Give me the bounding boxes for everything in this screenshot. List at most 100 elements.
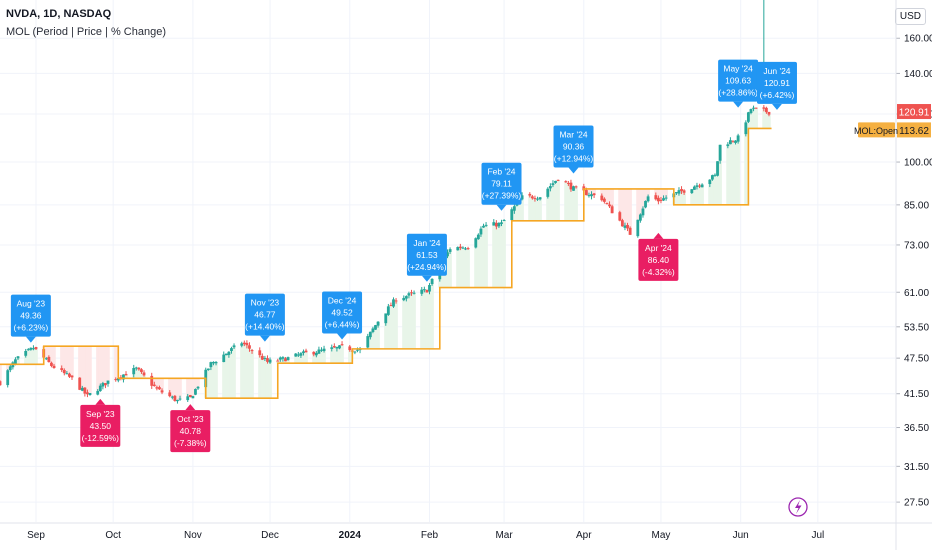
label-price: 86.40 <box>648 255 670 265</box>
mol-label-sep23: Sep '23 43.50 (-12.59%) <box>80 398 121 447</box>
fill-segment <box>260 359 265 399</box>
candle-body <box>620 220 624 227</box>
fill-segment <box>641 188 645 209</box>
candle-body <box>52 365 56 369</box>
fill-segment <box>461 247 465 288</box>
currency-button[interactable]: USD <box>894 8 926 25</box>
label-price: 120.91 <box>764 78 790 88</box>
y-tick-label: 31.50 <box>904 462 929 473</box>
candle-body <box>302 351 305 354</box>
label-period: Dec '24 <box>328 295 357 305</box>
label-change: (+14.40%) <box>245 322 285 332</box>
candle-body <box>86 392 89 395</box>
fill-segment <box>137 369 141 379</box>
candle-body <box>584 190 588 196</box>
fill-segment <box>386 306 391 349</box>
label-period: Oct '23 <box>177 414 204 424</box>
candle-body <box>590 194 593 197</box>
lightning-icon[interactable] <box>788 497 808 517</box>
candle-body <box>512 206 516 211</box>
fill-segment <box>31 348 36 365</box>
x-tick-label: Mar <box>495 530 513 541</box>
fill-segment <box>638 188 643 215</box>
fill-segment <box>16 356 20 365</box>
fill-segment <box>106 346 110 381</box>
candle-body <box>646 196 650 202</box>
candle-body <box>134 367 138 369</box>
fill-segment <box>283 361 288 364</box>
candle-body <box>502 220 506 222</box>
candle-body <box>83 387 87 394</box>
candle-body <box>662 198 665 201</box>
fill-segment <box>695 185 699 205</box>
symbol-title[interactable]: NVDA, 1D, NASDAQ <box>6 8 112 20</box>
candle-body <box>212 361 215 364</box>
candle-body <box>170 396 174 398</box>
fill-segment <box>49 346 54 366</box>
candle-body <box>718 144 722 161</box>
fill-segment <box>710 175 715 205</box>
fill-segment <box>420 289 424 349</box>
label-pointer <box>568 167 579 174</box>
candle-body <box>338 345 341 349</box>
time-axis[interactable]: Sep Oct Nov Dec 2024 Feb Mar Apr May Jun Jul <box>0 522 932 541</box>
fill-segment <box>700 184 704 205</box>
fill-segment <box>196 378 200 387</box>
candle-body <box>322 348 326 351</box>
candle-body <box>698 185 701 187</box>
fill-segment <box>677 190 681 205</box>
mol-label-feb24: Feb '24 79.11 (+27.39%) <box>481 162 522 211</box>
label-period: Sep '23 <box>86 409 115 419</box>
fill-segment <box>479 228 483 288</box>
label-pointer <box>95 398 106 405</box>
label-pointer <box>25 336 36 343</box>
candle-body <box>458 246 462 249</box>
price-axis[interactable]: 27.50 31.50 36.50 41.50 47.50 53.50 61.00 73.00… <box>895 0 932 550</box>
candle-body <box>160 390 164 393</box>
fill-segment <box>494 226 499 288</box>
fill-segment <box>78 346 82 390</box>
label-box <box>553 125 594 168</box>
x-tick-label: Nov <box>184 530 202 541</box>
fill-segment <box>463 248 468 288</box>
fill-segment <box>407 293 411 349</box>
label-price: 79.11 <box>491 179 512 189</box>
label-box <box>638 238 679 281</box>
label-pointer <box>733 101 744 108</box>
mol-open-badge <box>897 122 931 138</box>
candle-body <box>32 348 35 350</box>
candle-body <box>422 289 426 291</box>
fill-segment <box>548 186 553 221</box>
label-period: Jan '24 <box>413 238 440 248</box>
mol-label-mar24: Mar '24 90.36 (+12.94%) <box>553 125 594 174</box>
indicator-title[interactable]: MOL (Period | Price | % Change) <box>6 26 166 38</box>
candle-body <box>191 396 195 399</box>
candle-body <box>492 222 496 226</box>
x-tick-label: Apr <box>576 530 592 541</box>
y-tick-label: 47.50 <box>904 354 929 365</box>
fill-segment <box>492 222 496 288</box>
fill-segment <box>34 349 38 365</box>
fill-segment <box>60 346 64 371</box>
candle-body <box>194 389 197 395</box>
fill-segment <box>605 188 609 204</box>
candle-body <box>214 361 218 364</box>
candle-body <box>353 351 357 353</box>
candle-body <box>731 141 735 143</box>
candle-body <box>726 144 730 147</box>
candle-body <box>754 107 758 109</box>
candle-body <box>402 297 406 301</box>
candle-body <box>476 234 480 240</box>
fill-segment <box>98 346 103 386</box>
label-pointer <box>337 333 348 340</box>
candle-body <box>158 387 161 390</box>
candle-body <box>116 378 120 381</box>
candle-body <box>729 140 732 145</box>
candle-body <box>78 377 82 390</box>
fill-segment <box>564 182 568 221</box>
fill-segment <box>751 107 756 129</box>
mol-label-dec24: Dec '24 49.52 (+6.44%) <box>322 291 363 340</box>
candle-body <box>242 342 246 345</box>
fill-segment <box>304 352 308 364</box>
